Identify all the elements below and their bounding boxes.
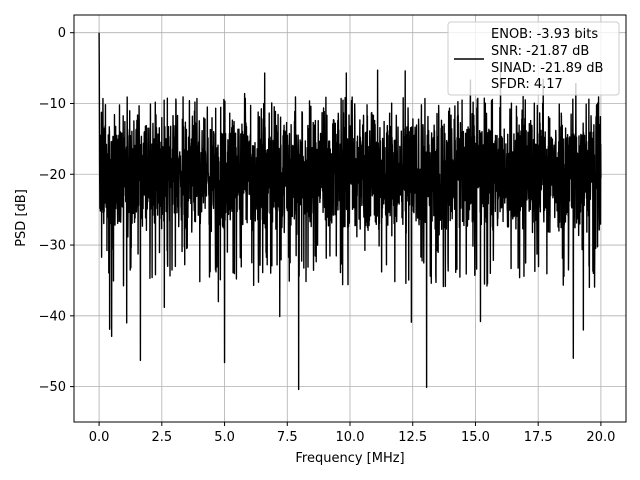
- x-axis: 0.0 2.5 5.0 7.5 10.0 12.5 15.0 17.5 20.0: [89, 422, 615, 445]
- x-tick-label: 5.0: [214, 430, 235, 445]
- x-tick-label: 10.0: [336, 430, 365, 445]
- x-tick-label: 7.5: [277, 430, 298, 445]
- x-tick-label: 15.0: [461, 430, 490, 445]
- y-tick-label: −40: [39, 309, 66, 324]
- legend-box: [447, 21, 620, 96]
- plot-frame: [73, 14, 627, 423]
- legend: ENOB: -3.93 bits SNR: -21.87 dB SINAD: -…: [447, 21, 620, 96]
- x-tick-label: 2.5: [151, 430, 172, 445]
- x-tick-label: 0.0: [89, 430, 110, 445]
- y-tick-label: −10: [39, 97, 66, 112]
- y-axis-label: PSD [dB]: [14, 189, 29, 247]
- x-axis-label: Frequency [MHz]: [295, 451, 404, 466]
- x-tick-label: 12.5: [398, 430, 427, 445]
- legend-line-enob: ENOB: -3.93 bits: [491, 27, 598, 42]
- legend-line-snr: SNR: -21.87 dB: [491, 44, 589, 59]
- y-axis: 0 −10 −20 −30 −40 −50: [39, 26, 74, 395]
- y-tick-label: −20: [39, 168, 66, 183]
- legend-line-sinad: SINAD: -21.89 dB: [491, 61, 603, 76]
- x-tick-label: 17.5: [524, 430, 553, 445]
- legend-line-sfdr: SFDR: 4.17: [491, 77, 563, 92]
- x-tick-label: 20.0: [586, 430, 615, 445]
- y-tick-label: −50: [39, 380, 66, 395]
- y-tick-label: 0: [58, 26, 66, 41]
- y-tick-label: −30: [39, 239, 66, 254]
- psd-series-line: [98, 32, 602, 391]
